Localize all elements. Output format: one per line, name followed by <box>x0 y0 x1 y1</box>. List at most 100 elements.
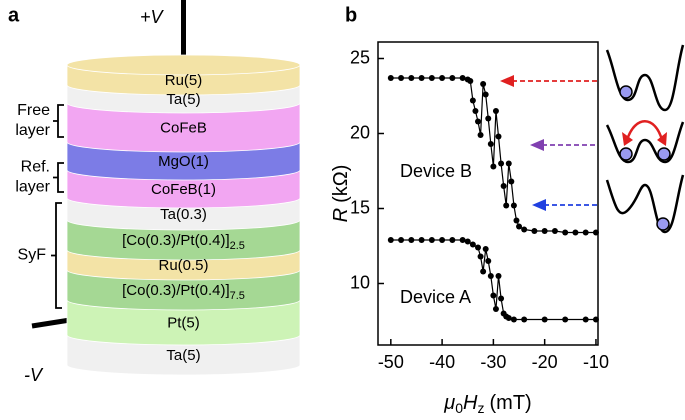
data-point <box>464 238 471 245</box>
layer-label: [Co(0.3)/Pt(0.4)]2.5 <box>122 232 245 252</box>
data-point <box>477 132 484 138</box>
ball <box>619 85 633 99</box>
layer-name: Ru(5) <box>165 72 203 89</box>
data-point <box>469 241 476 248</box>
series-line <box>390 77 596 234</box>
y-tick-label: 15 <box>350 197 370 217</box>
data-point <box>459 75 466 81</box>
panel-a: Ru(5) Ta(5) CoFeB MgO(1) CoFeB(1) Ta(0.3) [Co(… <box>15 0 301 385</box>
data-point <box>498 160 505 167</box>
data-point <box>495 133 502 140</box>
x-tick-label: -40 <box>429 352 455 372</box>
data-point <box>592 316 599 323</box>
group-label: Free <box>17 102 50 119</box>
data-point <box>572 229 579 236</box>
data-point <box>482 91 489 98</box>
y-tick-label: 25 <box>350 47 370 67</box>
y-tick-label: 10 <box>350 272 370 292</box>
switch-arrow <box>625 120 664 141</box>
x-label-sub: z <box>478 400 485 416</box>
x-tick-label: -30 <box>480 352 506 372</box>
data-point <box>551 228 558 234</box>
arrowhead <box>500 75 514 87</box>
y-label-symbol: R <box>330 208 352 222</box>
layer-name: CoFeB <box>160 119 207 136</box>
data-point <box>485 258 492 264</box>
layer <box>66 299 301 346</box>
voltage-label: +V <box>140 7 165 27</box>
data-point <box>510 202 517 209</box>
data-point <box>562 316 569 323</box>
group-label: layer <box>15 122 50 139</box>
group-label: Ref. <box>21 159 50 176</box>
data-point <box>516 223 523 230</box>
layer <box>66 102 301 153</box>
x-tick-label: -10 <box>583 352 609 372</box>
data-point <box>469 97 476 104</box>
data-point <box>449 75 456 81</box>
data-point <box>582 316 589 323</box>
layer-name: MgO(1) <box>158 153 209 170</box>
layer-sub: 7.5 <box>230 290 245 302</box>
voltage-label: -V <box>24 365 44 385</box>
layer-name: Ta(5) <box>166 91 200 108</box>
y-tick-label: 20 <box>350 122 370 142</box>
data-point <box>541 316 548 323</box>
data-point <box>467 78 474 84</box>
data-point <box>398 237 405 243</box>
wire <box>31 317 71 329</box>
data-point <box>428 237 435 243</box>
layer-label: Ru(0.5) <box>158 257 208 274</box>
y-label-unit: (kΩ) <box>330 165 352 203</box>
layer <box>66 219 301 261</box>
data-point <box>398 75 405 81</box>
data-point <box>521 316 528 323</box>
panel-b: 10 15 20 25 -50 -40 -30 -20 -10 Device B Device A μ… <box>330 41 609 416</box>
group-label: layer <box>15 179 50 196</box>
data-point <box>503 202 510 209</box>
layer <box>66 169 301 209</box>
x-tick-label: -50 <box>378 352 404 372</box>
arrowhead <box>530 139 544 151</box>
data-point <box>510 316 517 323</box>
layer <box>66 141 301 181</box>
data-point <box>487 141 494 147</box>
layer <box>66 334 301 376</box>
data-point <box>490 292 497 299</box>
data-point <box>492 108 499 114</box>
data-point <box>508 178 515 185</box>
layer-sub: 2.5 <box>230 240 245 252</box>
data-point <box>482 246 489 252</box>
data-point <box>477 253 484 260</box>
data-point <box>418 237 425 243</box>
x-label-symbol: H <box>463 392 478 414</box>
layer-label: MgO(1) <box>158 153 209 170</box>
data-point <box>592 229 599 236</box>
layer-label: CoFeB(1) <box>151 181 216 198</box>
x-label-unit: (mT) <box>490 392 532 414</box>
energy-wells <box>605 44 685 234</box>
layer-label: [Co(0.3)/Pt(0.4)]7.5 <box>122 282 245 302</box>
data-point <box>562 229 569 236</box>
well <box>605 44 685 112</box>
data-point <box>472 108 479 114</box>
data-point <box>480 81 487 87</box>
data-point <box>408 237 415 243</box>
state-arrows <box>500 75 598 211</box>
ball <box>619 147 633 161</box>
ball <box>656 217 670 231</box>
series-label: Device B <box>400 161 472 181</box>
layer-name: Pt(5) <box>167 314 200 331</box>
data-point <box>531 228 538 234</box>
data-point <box>387 237 394 243</box>
x-label-symbol: μ <box>443 392 455 414</box>
layer-name: Ru(0.5) <box>158 257 208 274</box>
layer-name: [Co(0.3)/Pt(0.4)] <box>122 282 230 299</box>
ball <box>657 147 671 161</box>
plot-frame <box>377 41 599 346</box>
data-point <box>541 228 548 234</box>
layer-label: Ta(0.3) <box>160 206 207 223</box>
layer-name: CoFeB(1) <box>151 181 216 198</box>
